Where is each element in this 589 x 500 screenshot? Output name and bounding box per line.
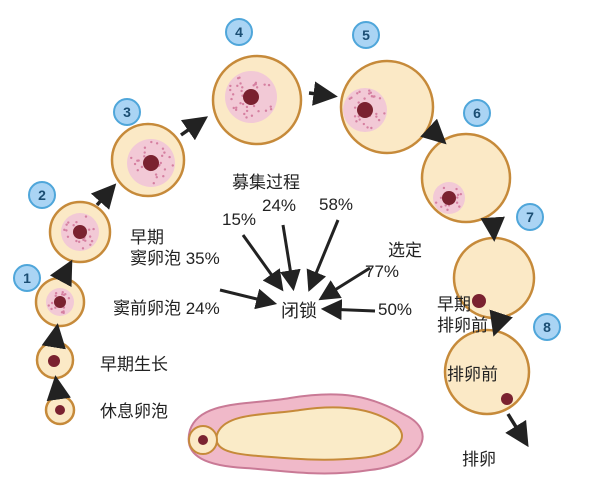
stage-label-8: 排卵前	[447, 360, 498, 385]
flow-arrow-0	[56, 380, 58, 394]
flow-arrow-8	[495, 320, 499, 332]
flow-arrow-5	[309, 93, 333, 96]
atresia-label: 闭锁	[281, 297, 317, 323]
stage-badge-4: 4	[225, 18, 253, 46]
stage-label-0: 休息卵泡	[100, 397, 168, 422]
follicle-stage-0	[37, 342, 73, 378]
atresia-pct-3: 58%	[319, 195, 353, 215]
follicle-stage-5	[341, 61, 433, 153]
stage-badge-7: 7	[516, 203, 544, 231]
stage-badge-5: 5	[352, 21, 380, 49]
follicle-stage-1	[36, 278, 84, 326]
atresia-pct-1: 15%	[222, 210, 256, 230]
follicle-stage-4	[213, 56, 301, 144]
flow-arrow-1	[55, 328, 57, 340]
atresia-arrow-4	[322, 268, 370, 298]
flow-arrow-6	[429, 128, 443, 141]
ovulation-label: 排卵	[462, 445, 496, 470]
stage-badge-8: 8	[533, 313, 561, 341]
stage-badge-3: 3	[113, 98, 141, 126]
follicle-stage-2	[50, 202, 110, 262]
atresia-arrow-2	[283, 225, 293, 287]
stage-badge-6: 6	[463, 99, 491, 127]
follicle-stage-3	[112, 124, 184, 196]
follicle-stage-0	[46, 396, 74, 424]
flow-arrow-7	[493, 222, 494, 237]
stage-label-6: 选定	[388, 236, 422, 261]
ovulated-follicle	[189, 394, 423, 473]
flow-arrow-9	[508, 414, 526, 443]
follicle-development-diagram	[0, 0, 589, 500]
atresia-arrow-1	[243, 235, 281, 288]
atresia-pct-4: 77%	[365, 262, 399, 282]
stage-badge-2: 2	[28, 181, 56, 209]
stage-label-1: 窦前卵泡 24%	[113, 294, 220, 319]
stage-label2-7: 排卵前	[437, 311, 488, 336]
flow-arrow-4	[181, 119, 204, 135]
stage-label2-3: 窦卵泡 35%	[130, 244, 220, 269]
atresia-pct-2: 24%	[262, 196, 296, 216]
atresia-arrow-0	[220, 290, 273, 303]
follicle-stage-6	[422, 134, 510, 222]
atresia-pct-5: 50%	[378, 300, 412, 320]
flow-arrow-2	[63, 264, 70, 277]
stage-label-4: 募集过程	[232, 168, 300, 193]
atresia-arrow-5	[325, 309, 375, 311]
atresia-arrow-3	[310, 220, 338, 288]
stage-badge-1: 1	[13, 264, 41, 292]
stage-label-0: 早期生长	[100, 350, 168, 375]
flow-arrow-3	[97, 187, 113, 205]
